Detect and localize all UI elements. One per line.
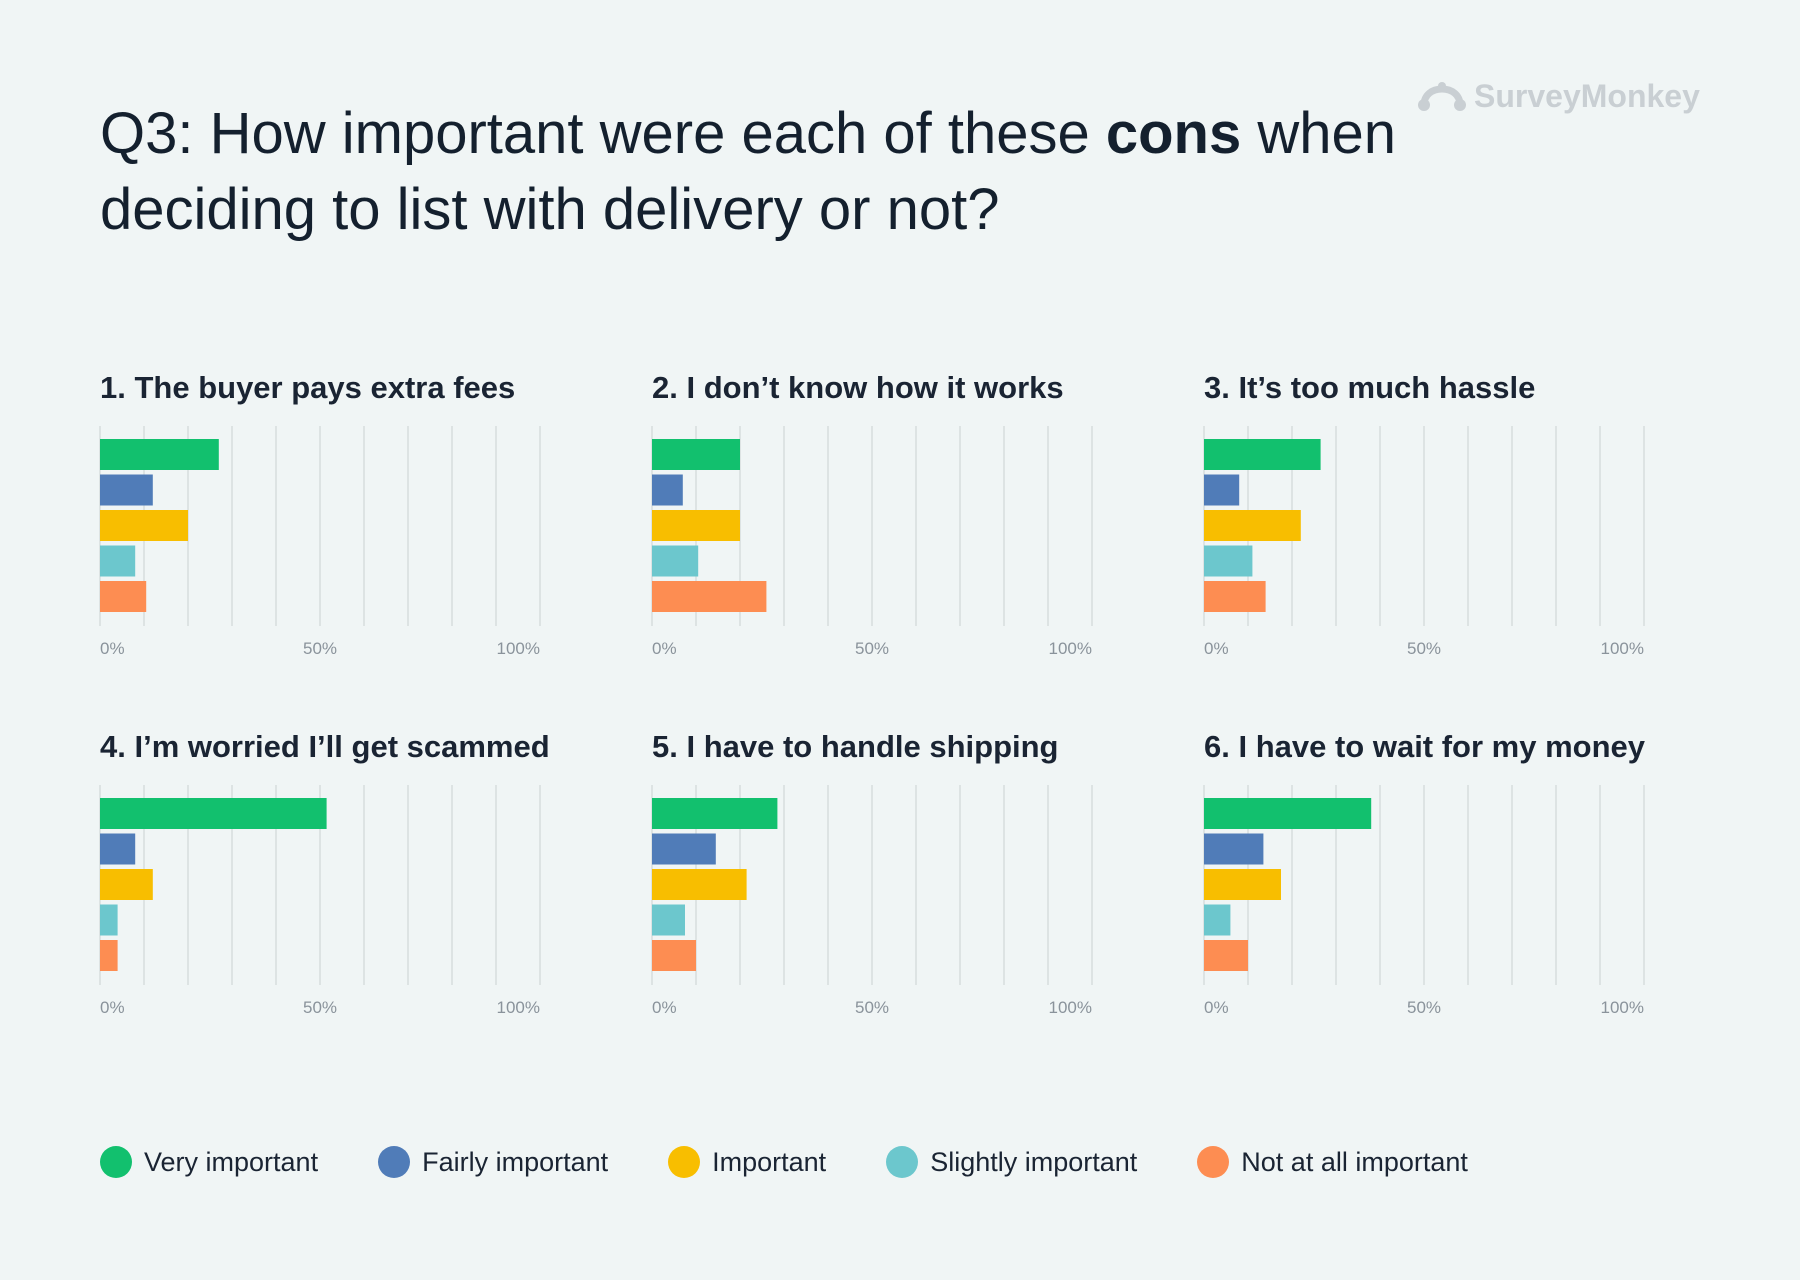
legend-swatch <box>668 1146 701 1178</box>
bar-chart: 0% 50% 100% <box>99 426 541 658</box>
page-title: Q3: How important were each of these con… <box>100 96 1400 248</box>
chart-panel-2: 2. I don’t know how it works 0% 50% 100% <box>651 370 1132 670</box>
legend-label: Slightly important <box>930 1146 1138 1177</box>
bar-fairly-important <box>1204 833 1264 865</box>
bar-not-at-all-important <box>100 940 118 971</box>
bar-fairly-important <box>100 833 136 865</box>
bar-very-important <box>100 439 219 470</box>
legend-item-slightly-important: Slightly important <box>886 1146 1137 1178</box>
chart-panel-1: 1. The buyer pays extra fees 0% 50% 100% <box>99 370 580 670</box>
chart-title: 4. I’m worried I’ll get scammed <box>100 729 550 764</box>
legend: Very important Fairly important Importan… <box>100 1146 1528 1178</box>
bar-fairly-important <box>652 833 716 865</box>
tick-label: 0% <box>652 998 677 1017</box>
chart-panel-6: 6. I have to wait for my money 0% 50% 100% <box>1203 729 1684 1029</box>
bar-important <box>1204 510 1301 541</box>
bar-slightly-important <box>652 545 699 577</box>
tick-label: 50% <box>303 998 337 1017</box>
legend-label: Not at all important <box>1241 1146 1468 1177</box>
surveymonkey-logo: SurveyMonkey <box>1418 78 1700 115</box>
tick-label: 100% <box>497 639 540 658</box>
bar-not-at-all-important <box>1204 940 1248 971</box>
chart-panel-5: 5. I have to handle shipping 0% 50% 100% <box>651 729 1132 1029</box>
bar-slightly-important <box>1204 904 1231 936</box>
tick-label: 0% <box>652 639 677 658</box>
bar-slightly-important <box>1204 545 1253 577</box>
bar-not-at-all-important <box>1204 581 1266 612</box>
legend-label: Important <box>712 1146 827 1177</box>
tick-label: 0% <box>100 639 125 658</box>
bar-very-important <box>100 798 327 829</box>
legend-swatch <box>100 1146 132 1178</box>
legend-swatch <box>1197 1146 1230 1178</box>
bar-fairly-important <box>100 474 153 506</box>
tick-label: 50% <box>1407 998 1441 1017</box>
bar-chart: 0% 50% 100% <box>1203 426 1645 658</box>
bar-very-important <box>652 439 740 470</box>
bar-not-at-all-important <box>652 581 767 612</box>
legend-item-important: Important <box>668 1146 826 1178</box>
bar-important <box>100 869 153 900</box>
bar-fairly-important <box>1204 474 1240 506</box>
legend-label: Fairly important <box>422 1146 609 1177</box>
legend-item-not-at-all-important: Not at all important <box>1197 1146 1468 1178</box>
bar-chart: 0% 50% 100% <box>651 785 1093 1017</box>
chart-title: 2. I don’t know how it works <box>652 370 1064 405</box>
bar-chart: 0% 50% 100% <box>99 785 541 1017</box>
bar-chart: 0% 50% 100% <box>1203 785 1645 1017</box>
bar-important <box>652 869 747 900</box>
bar-fairly-important <box>652 474 683 506</box>
title-prefix: Q3: How important were each of these <box>100 101 1106 166</box>
chart-panel-4: 4. I’m worried I’ll get scammed 0% 50% 100… <box>99 729 580 1029</box>
bar-very-important <box>1204 439 1321 470</box>
bar-not-at-all-important <box>100 581 147 612</box>
tick-label: 50% <box>855 639 889 658</box>
bar-slightly-important <box>652 904 685 936</box>
tick-label: 0% <box>1204 998 1229 1017</box>
bar-important <box>652 510 740 541</box>
tick-label: 100% <box>1601 639 1644 658</box>
bar-very-important <box>652 798 778 829</box>
tick-label: 50% <box>303 639 337 658</box>
chart-title: 3. It’s too much hassle <box>1204 370 1536 405</box>
bar-slightly-important <box>100 904 118 936</box>
legend-label: Very important <box>144 1146 319 1177</box>
surveymonkey-logo-icon <box>1418 81 1466 113</box>
bar-important <box>1204 869 1281 900</box>
chart-title: 5. I have to handle shipping <box>652 729 1059 764</box>
logo-text: SurveyMonkey <box>1474 78 1700 114</box>
legend-item-very-important: Very important <box>100 1146 318 1178</box>
title-suffix: when deciding to list with delivery or n… <box>100 101 1396 242</box>
bar-not-at-all-important <box>652 940 696 971</box>
chart-title: 1. The buyer pays extra fees <box>100 370 516 405</box>
bar-slightly-important <box>100 545 136 577</box>
chart-title: 6. I have to wait for my money <box>1204 729 1646 764</box>
legend-swatch <box>886 1146 919 1178</box>
tick-label: 0% <box>1204 639 1229 658</box>
tick-label: 100% <box>497 998 540 1017</box>
tick-label: 100% <box>1049 998 1092 1017</box>
tick-label: 50% <box>855 998 889 1017</box>
legend-swatch <box>378 1146 411 1178</box>
tick-label: 50% <box>1407 639 1441 658</box>
tick-label: 100% <box>1601 998 1644 1017</box>
chart-panel-3: 3. It’s too much hassle 0% 50% 100% <box>1203 370 1684 670</box>
bar-very-important <box>1204 798 1372 829</box>
bar-important <box>100 510 188 541</box>
tick-label: 0% <box>100 998 125 1017</box>
title-bold: cons <box>1105 101 1242 166</box>
legend-item-fairly-important: Fairly important <box>378 1146 608 1178</box>
bar-chart: 0% 50% 100% <box>651 426 1093 658</box>
tick-label: 100% <box>1049 639 1092 658</box>
